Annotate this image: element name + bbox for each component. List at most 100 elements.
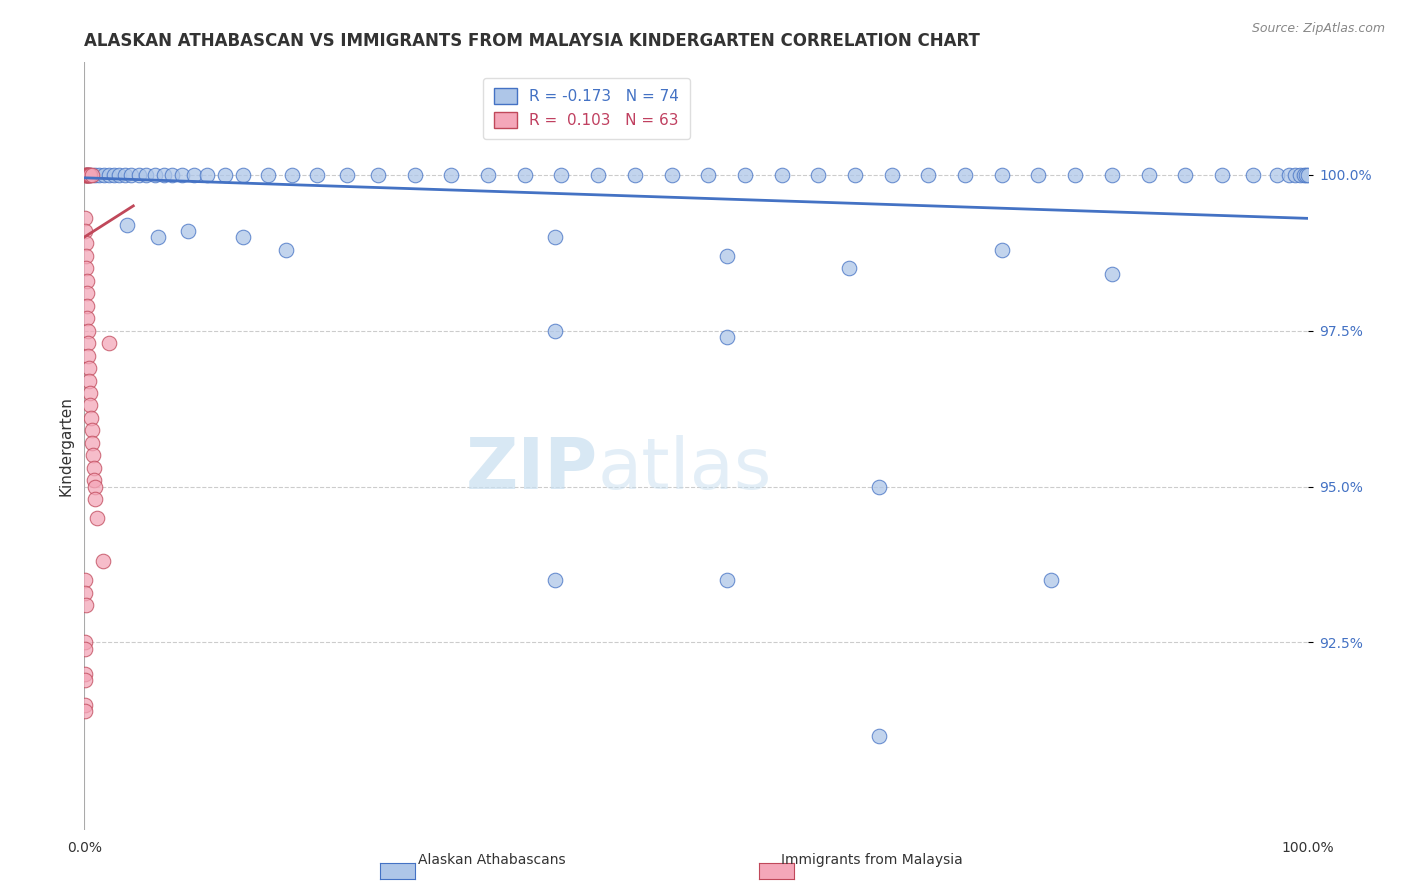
Point — [232, 230, 254, 244]
Text: ALASKAN ATHABASCAN VS IMMIGRANTS FROM MALAYSIA KINDERGARTEN CORRELATION CHART: ALASKAN ATHABASCAN VS IMMIGRANTS FROM MA… — [84, 32, 980, 50]
Point — [75, 224, 97, 238]
Point — [91, 554, 114, 568]
Point — [93, 168, 115, 182]
Point — [76, 168, 98, 182]
Point — [336, 168, 359, 182]
Point — [162, 168, 184, 182]
Point — [305, 168, 328, 182]
Point — [76, 324, 98, 338]
Point — [73, 211, 96, 226]
Point — [257, 168, 280, 182]
Point — [1284, 168, 1306, 182]
Point — [107, 168, 129, 182]
Point — [75, 585, 97, 599]
Point — [120, 168, 142, 182]
Point — [77, 349, 100, 363]
Point — [97, 168, 120, 182]
Point — [513, 168, 536, 182]
Point — [624, 168, 647, 182]
Point — [82, 436, 104, 450]
Point — [75, 673, 97, 687]
Text: Source: ZipAtlas.com: Source: ZipAtlas.com — [1251, 22, 1385, 36]
Text: atlas: atlas — [598, 434, 772, 503]
Point — [115, 218, 138, 232]
Point — [79, 399, 101, 413]
Point — [838, 261, 860, 276]
Point — [79, 168, 101, 182]
Point — [73, 168, 96, 182]
Point — [1292, 168, 1315, 182]
Point — [281, 168, 304, 182]
Point — [143, 168, 166, 182]
Point — [87, 168, 110, 182]
Point — [172, 168, 194, 182]
Point — [1137, 168, 1160, 182]
Point — [1101, 268, 1123, 282]
Point — [232, 168, 254, 182]
Point — [77, 168, 100, 182]
Point — [1101, 168, 1123, 182]
Point — [404, 168, 426, 182]
Point — [1039, 573, 1062, 587]
Point — [1296, 168, 1319, 182]
Point — [1241, 168, 1264, 182]
Point — [83, 479, 105, 493]
Text: Immigrants from Malaysia: Immigrants from Malaysia — [780, 853, 963, 867]
Point — [440, 168, 463, 182]
Text: ZIP: ZIP — [465, 434, 598, 503]
Point — [76, 274, 98, 288]
Point — [177, 224, 200, 238]
Point — [1064, 168, 1087, 182]
Point — [844, 168, 866, 182]
Y-axis label: Kindergarten: Kindergarten — [58, 396, 73, 496]
Point — [84, 168, 107, 182]
Point — [770, 168, 793, 182]
Point — [76, 311, 98, 326]
Point — [1174, 168, 1197, 182]
Point — [76, 286, 98, 301]
Point — [76, 168, 98, 182]
Point — [1278, 168, 1301, 182]
Point — [135, 168, 157, 182]
Point — [77, 361, 100, 376]
Point — [75, 168, 97, 182]
Point — [716, 573, 738, 587]
Point — [75, 168, 97, 182]
Point — [75, 704, 97, 718]
Point — [75, 236, 97, 251]
Point — [214, 168, 236, 182]
Point — [276, 243, 298, 257]
Point — [73, 573, 96, 587]
Point — [83, 473, 105, 487]
Point — [586, 168, 609, 182]
Point — [128, 168, 150, 182]
Point — [991, 243, 1014, 257]
Point — [77, 336, 100, 351]
Point — [716, 249, 738, 263]
Point — [76, 299, 98, 313]
Point — [869, 479, 891, 493]
Point — [77, 374, 100, 388]
Point — [1211, 168, 1233, 182]
Point — [80, 168, 103, 182]
Point — [953, 168, 976, 182]
Point — [544, 573, 567, 587]
Point — [153, 168, 176, 182]
Point — [807, 168, 830, 182]
Point — [550, 168, 572, 182]
Point — [83, 460, 105, 475]
Point — [77, 168, 100, 182]
Point — [73, 698, 96, 712]
Point — [869, 729, 891, 743]
Point — [82, 448, 104, 462]
Point — [1289, 168, 1312, 182]
Point — [1028, 168, 1050, 182]
Point — [1265, 168, 1288, 182]
Point — [367, 168, 389, 182]
Point — [544, 324, 567, 338]
Point — [75, 249, 97, 263]
Point — [1295, 168, 1317, 182]
Point — [697, 168, 720, 182]
Point — [80, 411, 103, 425]
Point — [183, 168, 205, 182]
